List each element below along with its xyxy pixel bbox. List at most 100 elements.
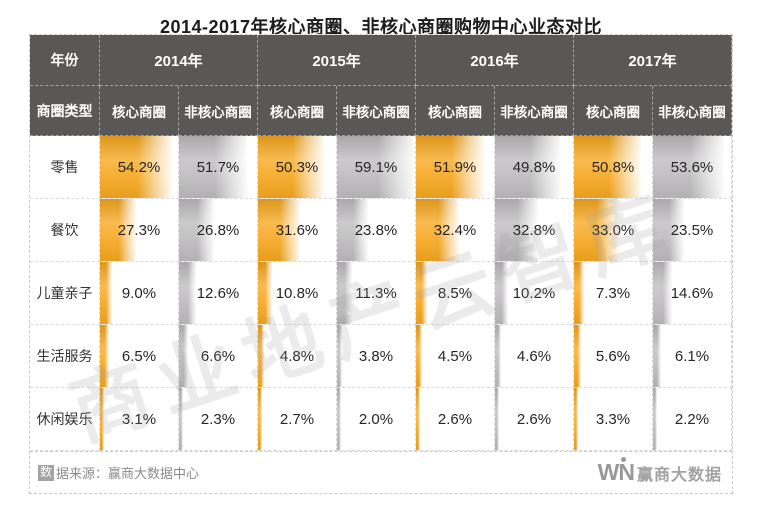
value-cell-text: 50.8% (591, 158, 635, 176)
category-label-text: 餐饮 (50, 222, 79, 238)
value-cell-text: 12.6% (196, 284, 240, 302)
category-label: 休闲娱乐 (30, 388, 100, 451)
value-cell-text: 32.8% (512, 221, 556, 239)
noncore-value-bar (495, 325, 502, 387)
value-cell: 4.5% (416, 325, 495, 388)
value-cell-text: 49.8% (512, 158, 556, 176)
noncore-value-bar (495, 136, 561, 198)
value-cell-text: 2.7% (279, 410, 315, 428)
value-cell-text: 32.4% (433, 221, 477, 239)
value-cell: 14.6% (653, 262, 732, 325)
category-label-text: 休闲娱乐 (36, 411, 93, 427)
noncore-value-bar (495, 388, 499, 450)
value-cell: 12.6% (179, 262, 258, 325)
core-value-bar (100, 262, 112, 324)
noncore-value-bar (179, 388, 183, 450)
noncore-value-bar (337, 136, 415, 198)
source-text: 据来源：赢商大数据中心 (56, 466, 200, 481)
category-label: 餐饮 (30, 199, 100, 262)
core-value-bar (574, 136, 642, 198)
value-cell-text: 23.5% (670, 221, 714, 239)
value-cell: 6.5% (100, 325, 179, 388)
value-cell-text: 9.0% (121, 284, 157, 302)
value-cell-text: 51.7% (196, 158, 240, 176)
core-value-bar (416, 199, 459, 261)
source-badge: 数 (38, 464, 54, 481)
noncore-value-bar (337, 262, 352, 324)
value-cell-text: 14.6% (670, 284, 714, 302)
core-value-bar (416, 388, 420, 450)
core-value-bar (574, 262, 584, 324)
value-cell: 26.8% (179, 199, 258, 262)
value-cell: 33.0% (574, 199, 653, 262)
value-cell: 7.3% (574, 262, 653, 325)
value-cell-text: 53.6% (670, 158, 714, 176)
subheader-noncore: 非核心商圈 (653, 86, 732, 136)
value-cell-text: 3.3% (595, 410, 631, 428)
value-cell-text: 31.6% (275, 221, 319, 239)
value-cell-text: 2.0% (358, 410, 394, 428)
value-cell-text: 11.3% (355, 284, 397, 302)
noncore-value-bar (337, 325, 342, 387)
comparison-table-box: 年份 2014年 2015年 2016年 2017年 商圈类型 核心商圈 非核心商圈 核心商圈非… (29, 34, 733, 494)
value-cell: 2.3% (179, 388, 258, 451)
value-cell-text: 50.3% (275, 158, 319, 176)
value-cell: 3.8% (337, 325, 416, 388)
business-format-table: 年份 2014年 2015年 2016年 2017年 商圈类型 核心商圈 非核心商圈 核心商圈非… (30, 35, 732, 451)
value-cell: 9.0% (100, 262, 179, 325)
value-cell: 50.3% (258, 136, 337, 199)
value-cell-text: 4.8% (279, 347, 315, 365)
value-cell-text: 27.3% (117, 221, 161, 239)
value-cell-text: 6.6% (200, 347, 236, 365)
noncore-value-bar (337, 199, 369, 261)
core-value-bar (574, 325, 582, 387)
value-cell-text: 2.2% (674, 410, 710, 428)
noncore-value-bar (179, 199, 215, 261)
value-cell-text: 4.6% (516, 347, 552, 365)
subheader-core: 核心商圈 (574, 86, 653, 136)
value-cell: 2.7% (258, 388, 337, 451)
value-cell: 2.6% (495, 388, 574, 451)
value-cell: 3.1% (100, 388, 179, 451)
noncore-value-bar (653, 325, 662, 387)
value-cell-text: 7.3% (595, 284, 631, 302)
core-value-bar (416, 262, 428, 324)
category-label: 零售 (30, 136, 100, 199)
value-cell-text: 10.2% (512, 284, 556, 302)
core-value-bar (416, 325, 422, 387)
value-cell: 31.6% (258, 199, 337, 262)
year-header: 2017年 (574, 35, 732, 86)
noncore-value-bar (495, 199, 539, 261)
year-header: 2015年 (258, 35, 416, 86)
core-value-bar (100, 388, 105, 450)
value-cell: 4.6% (495, 325, 574, 388)
value-cell-text: 2.3% (200, 410, 236, 428)
value-cell: 23.8% (337, 199, 416, 262)
value-cell: 6.6% (179, 325, 258, 388)
value-cell-text: 6.5% (121, 347, 157, 365)
value-cell: 8.5% (416, 262, 495, 325)
value-cell: 51.7% (179, 136, 258, 199)
logo-letter-n: N (618, 458, 635, 485)
value-cell: 51.9% (416, 136, 495, 199)
core-value-bar (258, 199, 300, 261)
value-cell: 2.0% (337, 388, 416, 451)
value-cell: 5.6% (574, 325, 653, 388)
value-cell: 4.8% (258, 325, 337, 388)
noncore-value-bar (495, 262, 509, 324)
value-cell-text: 59.1% (354, 158, 398, 176)
value-cell: 53.6% (653, 136, 732, 199)
subheader-noncore: 非核心商圈 (179, 86, 258, 136)
value-cell-text: 2.6% (516, 410, 552, 428)
value-cell: 10.8% (258, 262, 337, 325)
value-cell-text: 4.5% (437, 347, 473, 365)
core-value-bar (258, 262, 273, 324)
core-value-bar (574, 388, 579, 450)
brand-name: 赢商大数据 (636, 466, 722, 484)
noncore-value-bar (179, 325, 188, 387)
noncore-value-bar (653, 262, 673, 324)
category-label: 生活服务 (30, 325, 100, 388)
page-title: 2014-2017年核心商圈、非核心商圈购物中心业态对比 (159, 17, 603, 37)
